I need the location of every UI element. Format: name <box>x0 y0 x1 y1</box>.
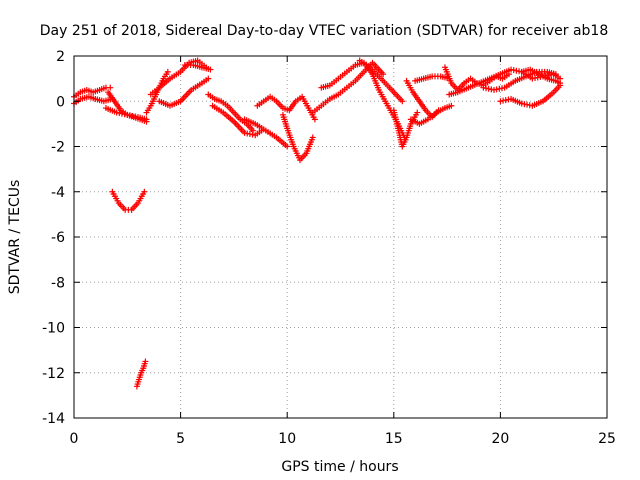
series-arc-22 <box>412 73 453 84</box>
y-tick-label: -8 <box>51 275 65 291</box>
data-point <box>414 109 421 116</box>
x-tick-labels: 0 5 10 15 20 25 <box>70 431 616 447</box>
data-point <box>107 84 114 91</box>
series-arc-14 <box>241 116 291 150</box>
series-arc-11 <box>205 91 257 134</box>
data-point <box>399 98 406 105</box>
data-point <box>380 71 387 78</box>
data-point <box>557 80 564 87</box>
x-tick-label: 10 <box>278 431 296 447</box>
x-tick-label: 15 <box>385 431 403 447</box>
series-arc-19 <box>390 107 421 150</box>
series-arc-13 <box>254 93 318 123</box>
y-axis-label: SDTVAR / TECUs <box>7 180 23 295</box>
data-point <box>448 102 455 109</box>
data-point <box>284 143 291 150</box>
data-point <box>205 75 212 82</box>
y-tick-label: -2 <box>51 140 65 156</box>
data-point <box>552 71 559 78</box>
series-arc-26 <box>497 82 564 109</box>
y-tick-label: 2 <box>56 49 65 65</box>
chart-title: Day 251 of 2018, Sidereal Day-to-day VTE… <box>40 23 609 39</box>
y-tick-label: -12 <box>42 366 65 382</box>
x-axis-label: GPS time / hours <box>281 459 398 475</box>
y-tick-label: -14 <box>42 411 65 427</box>
series-arc-6 <box>133 358 149 390</box>
series-arc-27 <box>518 66 564 87</box>
data-points <box>71 57 564 390</box>
x-tick-label: 5 <box>176 431 185 447</box>
y-tick-label: -4 <box>51 185 65 201</box>
series-arc-10 <box>156 75 212 109</box>
axis-ticks <box>73 55 608 419</box>
grid <box>74 56 607 418</box>
y-tick-label: 0 <box>56 94 65 110</box>
data-point <box>143 116 150 123</box>
data-point <box>309 134 316 141</box>
data-point <box>141 188 148 195</box>
series-arc-8 <box>147 57 210 98</box>
data-point <box>164 68 171 75</box>
y-tick-labels: 2 0 -2 -4 -6 -8 -10 -12 -14 <box>42 49 65 427</box>
x-tick-label: 25 <box>598 431 616 447</box>
data-point <box>311 116 318 123</box>
data-point <box>142 358 149 365</box>
series-arc-21 <box>407 102 455 127</box>
series-arc-12 <box>209 102 265 139</box>
x-tick-label: 0 <box>70 431 79 447</box>
series-arc-9 <box>181 62 214 73</box>
series-arc-1 <box>71 84 114 100</box>
x-tick-label: 20 <box>491 431 509 447</box>
plot-frame <box>73 55 608 419</box>
data-point <box>207 66 214 73</box>
series-arc-4 <box>102 105 150 123</box>
series-arc-15 <box>279 111 316 164</box>
y-tick-label: -6 <box>51 230 65 246</box>
y-tick-label: -10 <box>42 321 65 337</box>
series-arc-5 <box>109 188 148 213</box>
